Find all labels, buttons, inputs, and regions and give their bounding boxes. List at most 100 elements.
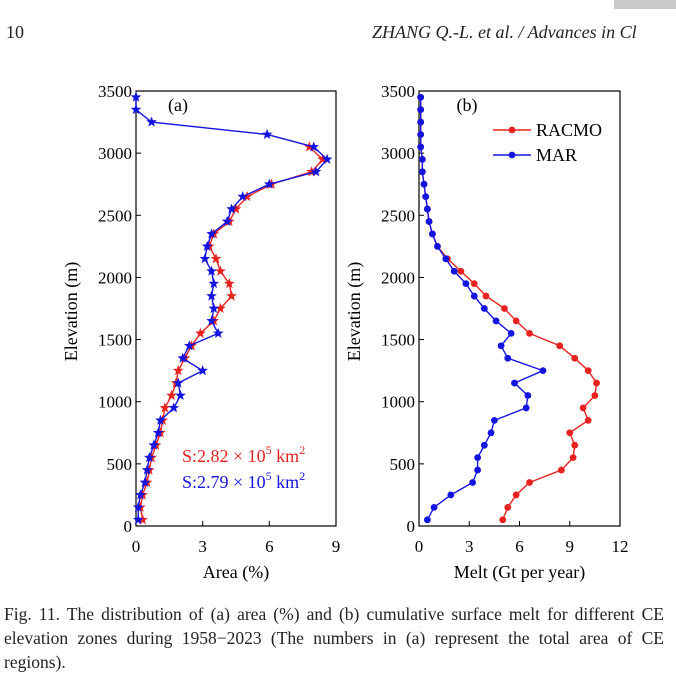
data-point-circle bbox=[512, 317, 520, 325]
data-point-star bbox=[208, 278, 220, 289]
panel-b-xtick-label: 12 bbox=[612, 537, 629, 556]
data-point-star bbox=[195, 327, 206, 338]
data-point-circle bbox=[490, 416, 498, 424]
data-point-circle bbox=[417, 118, 425, 126]
corner-tab bbox=[614, 0, 676, 9]
data-point-circle bbox=[501, 305, 508, 312]
data-point-star bbox=[146, 116, 157, 127]
data-point-circle bbox=[571, 441, 579, 449]
data-point-star bbox=[139, 476, 151, 488]
data-point-circle bbox=[434, 242, 441, 250]
data-point-circle bbox=[462, 280, 470, 288]
data-point-circle bbox=[417, 93, 425, 101]
panel-b-ylabel: Elevation (m) bbox=[344, 262, 365, 361]
annotation-part: S:2.82 × 10 bbox=[182, 446, 266, 466]
data-point-star bbox=[206, 265, 217, 276]
data-point-circle bbox=[450, 267, 458, 275]
data-point-circle bbox=[457, 267, 465, 275]
panel-a-frame bbox=[135, 90, 337, 527]
legend-label-mar: MAR bbox=[536, 145, 577, 165]
data-point-star bbox=[221, 215, 233, 227]
data-point-circle bbox=[425, 218, 433, 225]
data-point-circle bbox=[447, 491, 455, 499]
data-point-star bbox=[201, 240, 213, 251]
data-point-circle bbox=[524, 392, 532, 399]
panel-a-chart: 0 500 1000 1500 2000 2500 3000 3500 0 3 6 9 Area (%)… bbox=[61, 82, 340, 583]
data-point-circle bbox=[512, 491, 520, 499]
data-point-star bbox=[210, 253, 222, 264]
data-point-circle bbox=[480, 305, 488, 312]
data-point-star bbox=[230, 203, 242, 214]
annotation-part: km bbox=[272, 446, 300, 466]
data-point-circle bbox=[557, 466, 565, 474]
data-point-star bbox=[159, 402, 171, 413]
panel-a-series-blue bbox=[130, 91, 333, 525]
panel-a-xtick-label: 6 bbox=[265, 537, 274, 556]
data-point-star bbox=[172, 365, 184, 376]
data-point-circle bbox=[420, 180, 428, 188]
panel-b-ytick-label: 0 bbox=[407, 517, 416, 536]
panel-a-ytick-label: 1000 bbox=[98, 393, 132, 412]
data-point-circle bbox=[470, 292, 478, 300]
area-total-annotation: S:2.79 × 105 km2 bbox=[182, 469, 305, 492]
data-point-circle bbox=[417, 143, 425, 151]
panel-a-xtick-label: 3 bbox=[198, 537, 207, 556]
data-point-circle bbox=[470, 280, 478, 288]
data-point-star bbox=[130, 91, 142, 102]
panel-b-label: (b) bbox=[457, 95, 478, 116]
data-point-star bbox=[168, 402, 180, 413]
data-point-circle bbox=[480, 441, 488, 449]
data-point-star bbox=[141, 464, 153, 475]
data-point-circle bbox=[469, 479, 476, 486]
data-point-star bbox=[215, 302, 226, 314]
data-point-circle bbox=[497, 342, 505, 350]
legend-marker bbox=[508, 151, 516, 159]
data-point-star bbox=[184, 340, 195, 351]
legend-label-racmo: RACMO bbox=[536, 120, 602, 140]
data-point-star bbox=[148, 439, 160, 450]
data-point-circle bbox=[423, 516, 431, 524]
panel-a-ytick-label: 500 bbox=[107, 455, 133, 474]
panel-b-ytick-label: 1500 bbox=[381, 331, 415, 350]
panel-b-ytick-label: 3500 bbox=[381, 82, 415, 101]
data-point-star bbox=[206, 228, 217, 239]
data-point-circle bbox=[511, 379, 518, 387]
panel-a-ytick-label: 3000 bbox=[98, 144, 132, 163]
panel-a-xtick-label: 9 bbox=[332, 537, 341, 556]
data-point-star bbox=[206, 315, 217, 326]
page-number: 10 bbox=[6, 22, 24, 42]
area-total-annotation: S:2.82 × 105 km2 bbox=[182, 443, 305, 466]
data-point-star bbox=[135, 489, 146, 500]
data-point-star bbox=[261, 128, 273, 140]
panel-b-xtick-label: 0 bbox=[415, 537, 424, 556]
data-point-star bbox=[321, 153, 333, 164]
data-point-star bbox=[132, 501, 144, 512]
running-header: ZHANG Q.-L. et al. / Advances in Cl bbox=[372, 22, 637, 42]
data-point-star bbox=[130, 104, 142, 115]
annotation-part: 2 bbox=[299, 443, 305, 457]
data-point-circle bbox=[593, 379, 600, 387]
data-point-star bbox=[155, 414, 166, 425]
panel-a-label: (a) bbox=[168, 95, 188, 116]
data-point-circle bbox=[418, 155, 426, 163]
data-point-circle bbox=[430, 503, 438, 511]
figure-caption: Fig. 11. The distribution of (a) area (%… bbox=[4, 604, 664, 672]
data-point-circle bbox=[429, 230, 436, 238]
data-point-star bbox=[310, 166, 322, 177]
data-point-star bbox=[317, 153, 328, 164]
data-point-circle bbox=[504, 503, 512, 511]
data-point-circle bbox=[487, 429, 495, 437]
legend-marker bbox=[508, 126, 516, 134]
data-point-circle bbox=[492, 317, 500, 325]
data-point-circle bbox=[422, 193, 430, 201]
data-point-star bbox=[264, 178, 275, 189]
data-point-star bbox=[177, 352, 188, 363]
data-point-star bbox=[237, 191, 248, 202]
data-point-circle bbox=[584, 416, 592, 424]
data-point-circle bbox=[474, 454, 482, 462]
data-point-star bbox=[166, 389, 177, 401]
data-point-circle bbox=[442, 255, 450, 263]
panel-b-xlabel: Melt (Gt per year) bbox=[454, 562, 585, 583]
panel-a-ytick-label: 1500 bbox=[98, 331, 132, 350]
